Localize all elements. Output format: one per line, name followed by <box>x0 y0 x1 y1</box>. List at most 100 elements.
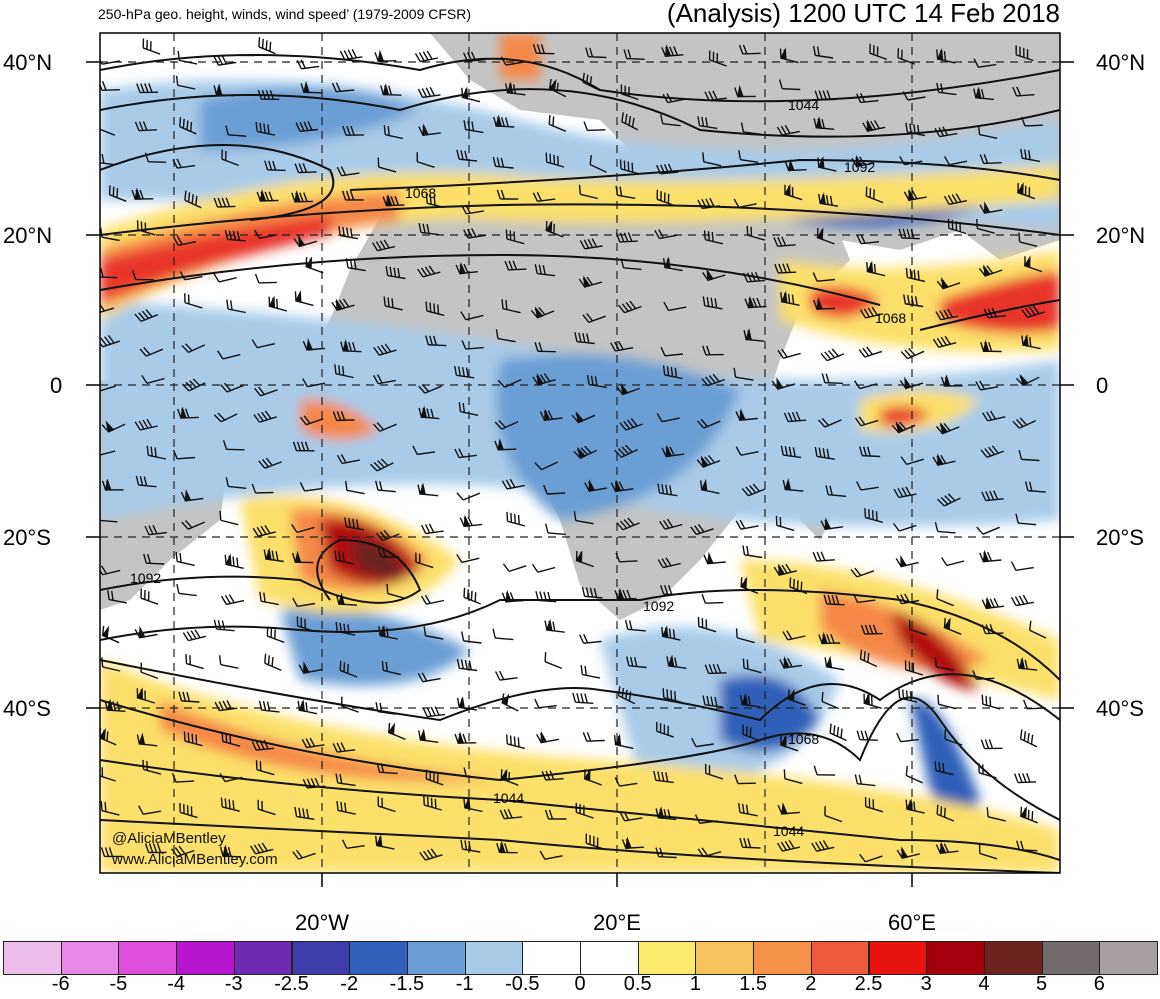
wind-barb <box>136 220 156 236</box>
wind-barb <box>936 277 961 290</box>
wind-barb <box>423 795 442 811</box>
colorbar-label: -0.5 <box>505 973 540 995</box>
wind-barb <box>659 584 682 595</box>
colorbar-label: 1.5 <box>739 973 767 995</box>
wind-barb <box>295 121 318 132</box>
wind-barb <box>544 652 563 670</box>
wind-barb <box>862 119 886 132</box>
wind-barb <box>1015 45 1034 62</box>
wind-barb <box>291 550 314 564</box>
wind-barb <box>294 290 314 307</box>
wind-barb <box>697 847 722 858</box>
wind-barb <box>776 839 801 852</box>
wind-barb <box>860 624 883 635</box>
wind-barb <box>856 93 879 104</box>
lon-label-20w: 20°W <box>294 910 350 935</box>
wind-barb <box>101 420 126 433</box>
wind-barb <box>905 267 926 283</box>
wind-barb <box>735 408 758 421</box>
wind-barb <box>975 380 999 391</box>
wind-barb <box>543 484 566 495</box>
wind-barb <box>531 563 556 573</box>
wind-barb <box>144 152 167 163</box>
wind-barb <box>1016 840 1038 852</box>
wind-barb <box>818 192 839 207</box>
wind-barb <box>294 163 317 174</box>
wind-barb <box>1020 148 1041 163</box>
wind-barb <box>859 306 884 319</box>
wind-barb <box>829 723 847 742</box>
wind-barb <box>255 760 275 776</box>
wind-barb <box>257 89 280 100</box>
colorbar-swatch <box>926 941 985 975</box>
wind-barb <box>213 412 238 423</box>
wind-barb <box>734 774 756 785</box>
wind-barb <box>334 550 354 565</box>
wind-barb <box>905 122 926 137</box>
colorbar-label: 2.5 <box>854 973 883 995</box>
wind-barb <box>936 589 954 607</box>
wind-barb <box>943 193 967 205</box>
lat-label-40n-right: 40°N <box>1096 50 1146 75</box>
wind-barb <box>100 511 118 523</box>
wind-barb <box>852 593 876 604</box>
wind-barb <box>300 80 322 94</box>
wind-barb <box>182 629 207 642</box>
wind-barb <box>739 693 761 708</box>
wind-barb <box>178 117 197 135</box>
wind-barb <box>344 517 365 531</box>
colorbar-swatch <box>406 941 466 975</box>
wind-barb <box>582 72 600 91</box>
wind-barb <box>418 223 439 236</box>
wind-barb <box>425 335 447 347</box>
colorbar-swatch <box>522 941 581 975</box>
wind-barb <box>935 422 960 435</box>
wind-barb <box>302 378 326 388</box>
wind-barb <box>655 847 677 859</box>
wind-barb <box>853 380 878 390</box>
wind-barb <box>381 660 401 676</box>
wind-barb <box>544 809 567 820</box>
wind-barb <box>619 159 639 175</box>
colorbar-swatch <box>60 941 120 975</box>
wind-barb <box>662 93 686 104</box>
wind-barb <box>934 657 955 671</box>
wind-barb <box>614 587 637 601</box>
wind-barb <box>213 273 237 283</box>
wind-barb <box>462 51 486 63</box>
lat-label-20s-left: 20°S <box>3 525 51 550</box>
wind-barb <box>742 545 763 559</box>
wind-barb <box>690 523 714 536</box>
wind-barb <box>334 364 354 379</box>
wind-barb <box>702 268 726 282</box>
wind-barb <box>143 553 165 565</box>
wind-barb <box>656 721 675 738</box>
wind-barb <box>302 777 326 789</box>
wind-barb <box>856 730 878 741</box>
wind-barb <box>299 415 324 426</box>
wind-barb <box>1019 806 1038 824</box>
wind-barb <box>666 654 687 669</box>
wind-barb <box>584 479 608 492</box>
wind-barb <box>624 619 646 632</box>
wind-barb <box>742 724 761 742</box>
wind-barb <box>940 374 963 387</box>
wind-barb <box>656 413 680 423</box>
wind-barb <box>896 732 919 743</box>
wind-barb <box>615 232 638 243</box>
wind-barb <box>369 458 394 472</box>
wind-barb <box>226 299 246 314</box>
wind-barb <box>178 691 200 703</box>
wind-barb <box>100 302 115 314</box>
contour-label: 1044 <box>788 97 819 113</box>
wind-barb <box>146 445 167 460</box>
wind-barb <box>738 44 761 55</box>
wind-barb <box>893 486 917 499</box>
wind-barb <box>456 149 478 162</box>
wind-barb <box>496 189 519 200</box>
wind-barb <box>136 732 158 747</box>
colorbar-label: -1 <box>455 973 474 995</box>
wind-barb <box>416 152 435 168</box>
wind-barb <box>142 759 162 775</box>
